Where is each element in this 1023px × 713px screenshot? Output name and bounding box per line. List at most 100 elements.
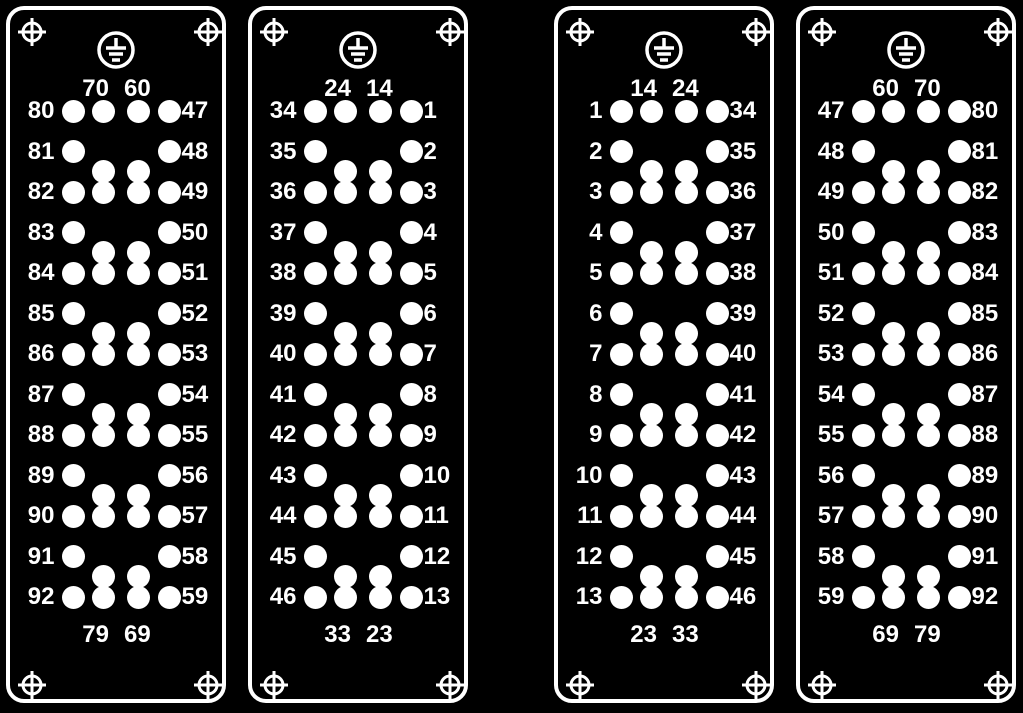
- pin: [400, 100, 423, 123]
- pin-label: 4: [424, 221, 437, 245]
- pin: [852, 343, 875, 366]
- pin: [706, 262, 729, 285]
- pin: [917, 484, 940, 507]
- pin: [852, 262, 875, 285]
- connector-panel: 8047814882498350845185528653875488558956…: [6, 6, 226, 703]
- pin: [706, 100, 729, 123]
- pin-label: 10: [424, 464, 451, 488]
- pin: [852, 505, 875, 528]
- pin: [640, 343, 663, 366]
- pin: [640, 565, 663, 588]
- pin: [882, 403, 905, 426]
- pin: [369, 160, 392, 183]
- pin: [852, 221, 875, 244]
- pin: [304, 262, 327, 285]
- screw-marker: [260, 671, 288, 699]
- mid-col-label-bottom-left: 69: [872, 623, 899, 647]
- pin: [882, 343, 905, 366]
- pin-label: 85: [28, 302, 55, 326]
- pin: [158, 383, 181, 406]
- pin-label: 80: [972, 99, 999, 123]
- pin: [400, 545, 423, 568]
- pin: [948, 545, 971, 568]
- pin: [610, 505, 633, 528]
- pin: [610, 221, 633, 244]
- pin-label: 53: [818, 342, 845, 366]
- pin-label: 53: [182, 342, 209, 366]
- pin: [400, 343, 423, 366]
- pin: [610, 140, 633, 163]
- pin: [62, 302, 85, 325]
- mid-col-label-bottom-right: 69: [124, 623, 151, 647]
- pin-label: 87: [972, 383, 999, 407]
- pin-label: 13: [424, 585, 451, 609]
- pin: [334, 505, 357, 528]
- pin: [62, 545, 85, 568]
- screw-marker: [566, 671, 594, 699]
- screw-marker: [18, 18, 46, 46]
- pin: [62, 221, 85, 244]
- pin-label: 1: [424, 99, 437, 123]
- pin: [917, 322, 940, 345]
- pin-label: 90: [972, 504, 999, 528]
- pin: [640, 586, 663, 609]
- pin: [400, 586, 423, 609]
- pin: [92, 241, 115, 264]
- pin: [369, 586, 392, 609]
- pin: [675, 100, 698, 123]
- pin: [948, 221, 971, 244]
- pin: [62, 343, 85, 366]
- pin: [158, 221, 181, 244]
- pin-label: 42: [270, 423, 297, 447]
- pin: [610, 343, 633, 366]
- pin: [852, 545, 875, 568]
- mid-col-label-bottom-right: 79: [914, 623, 941, 647]
- pin: [640, 262, 663, 285]
- pin: [917, 343, 940, 366]
- pin-label: 82: [972, 180, 999, 204]
- pin: [92, 424, 115, 447]
- pin: [706, 586, 729, 609]
- pin: [369, 424, 392, 447]
- pin-label: 7: [589, 342, 602, 366]
- pin: [304, 343, 327, 366]
- pin-label: 54: [182, 383, 209, 407]
- pin: [369, 505, 392, 528]
- pin-label: 54: [818, 383, 845, 407]
- pin: [675, 586, 698, 609]
- pin: [334, 586, 357, 609]
- pin: [158, 586, 181, 609]
- pin: [334, 484, 357, 507]
- pin: [640, 160, 663, 183]
- screw-marker: [566, 18, 594, 46]
- pin: [400, 262, 423, 285]
- pin: [369, 181, 392, 204]
- ground-icon: [338, 30, 378, 70]
- pin: [882, 322, 905, 345]
- pin-label: 7: [424, 342, 437, 366]
- pin-label: 48: [818, 140, 845, 164]
- pin: [852, 302, 875, 325]
- pin-label: 3: [589, 180, 602, 204]
- pin: [640, 181, 663, 204]
- pin: [334, 160, 357, 183]
- screw-marker: [808, 671, 836, 699]
- pin-label: 38: [730, 261, 757, 285]
- pin: [706, 302, 729, 325]
- pin: [675, 322, 698, 345]
- screw-marker: [742, 18, 770, 46]
- pin: [948, 262, 971, 285]
- pin: [675, 262, 698, 285]
- pin: [92, 262, 115, 285]
- pin-label: 2: [589, 140, 602, 164]
- pin: [369, 343, 392, 366]
- pin: [369, 262, 392, 285]
- pin-label: 88: [28, 423, 55, 447]
- pin: [882, 505, 905, 528]
- pin: [610, 181, 633, 204]
- pin-label: 40: [730, 342, 757, 366]
- pin: [948, 343, 971, 366]
- pin-label: 80: [28, 99, 55, 123]
- pin: [948, 505, 971, 528]
- screw-marker: [742, 671, 770, 699]
